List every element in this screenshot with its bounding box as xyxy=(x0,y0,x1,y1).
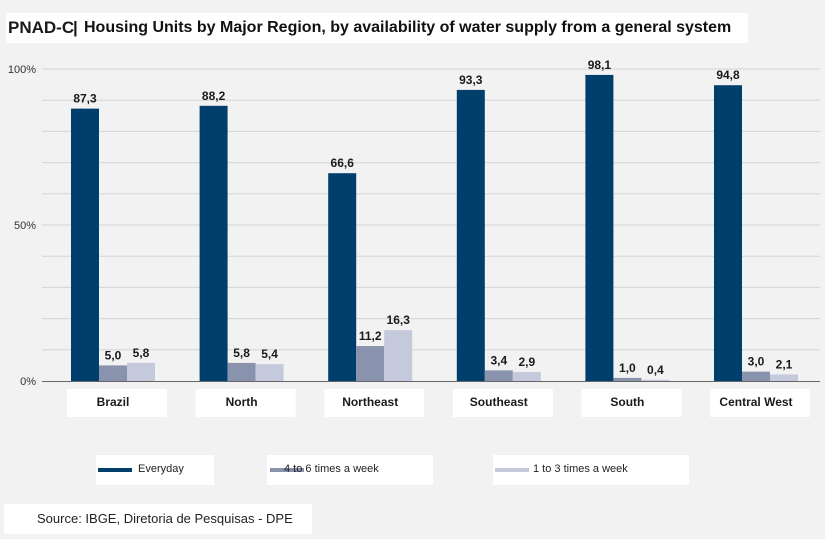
bar xyxy=(227,362,256,381)
category-label: Central West xyxy=(719,395,792,409)
category-label-box xyxy=(710,389,810,417)
category-label: North xyxy=(226,395,258,409)
category-label-box xyxy=(324,389,425,417)
legend-label-1-3: 1 to 3 times a week xyxy=(533,463,628,475)
y-tick-label: 50% xyxy=(14,220,36,232)
y-tick-label: 0% xyxy=(20,376,36,388)
bar xyxy=(199,105,228,381)
category-label: Southeast xyxy=(470,395,528,409)
title-bar: PNAD-C | Housing Units by Major Region, … xyxy=(6,13,748,43)
category-label-box xyxy=(452,389,553,417)
legend-swatch-4-6 xyxy=(270,468,304,472)
bar xyxy=(641,379,670,381)
data-label: 5,8 xyxy=(233,346,250,360)
chart-title: Housing Units by Major Region, by availa… xyxy=(84,19,732,36)
bar xyxy=(585,74,614,381)
data-label: 66,6 xyxy=(331,156,355,170)
bar xyxy=(512,371,541,381)
category-label-box xyxy=(67,389,167,417)
legend-item-everyday: Everyday xyxy=(96,455,214,485)
bar xyxy=(613,377,642,381)
data-label: 16,3 xyxy=(387,313,411,327)
bar xyxy=(356,346,385,381)
data-label: 5,0 xyxy=(105,348,122,362)
data-label: 98,1 xyxy=(588,58,612,72)
data-label: 88,2 xyxy=(202,89,226,103)
bar xyxy=(71,108,99,382)
brand-label: PNAD-C xyxy=(8,18,75,37)
legend-item-1-3: 1 to 3 times a week xyxy=(493,455,689,485)
data-label: 93,3 xyxy=(459,73,483,87)
category-label: South xyxy=(610,395,644,409)
bar xyxy=(255,364,284,381)
bar xyxy=(484,370,513,381)
y-tick-label: 100% xyxy=(8,64,36,76)
category-label: Brazil xyxy=(97,395,130,409)
data-label: 5,4 xyxy=(261,347,278,361)
legend-label-everyday: Everyday xyxy=(138,463,184,475)
legend-swatch-everyday xyxy=(98,468,132,472)
bar xyxy=(714,85,742,381)
legend-item-4-6: 4 to 6 times a week xyxy=(267,455,433,485)
bar xyxy=(99,365,127,381)
data-label: 5,8 xyxy=(133,346,150,360)
category-label: Northeast xyxy=(342,395,398,409)
data-label: 87,3 xyxy=(73,92,97,106)
bar xyxy=(770,374,798,381)
source-note: Source: IBGE, Diretoria de Pesquisas - D… xyxy=(37,511,293,526)
data-label: 94,8 xyxy=(716,68,740,82)
category-label-box xyxy=(581,389,682,417)
legend-swatch-1-3 xyxy=(495,468,529,472)
data-label: 3,4 xyxy=(490,353,507,367)
source-box: Source: IBGE, Diretoria de Pesquisas - D… xyxy=(4,504,312,534)
category-label-box xyxy=(195,389,296,417)
data-label: 1,0 xyxy=(619,361,636,375)
bar xyxy=(742,371,770,381)
data-label: 11,2 xyxy=(359,329,382,343)
data-label: 2,9 xyxy=(518,355,535,369)
bar xyxy=(328,173,357,381)
bar xyxy=(127,362,155,381)
data-label: 2,1 xyxy=(776,357,793,371)
data-label: 3,0 xyxy=(748,355,765,369)
bar xyxy=(456,89,485,382)
title-separator: | xyxy=(73,18,78,37)
data-label: 0,4 xyxy=(647,363,664,377)
bar xyxy=(384,330,413,381)
legend-label-4-6: 4 to 6 times a week xyxy=(284,463,379,475)
